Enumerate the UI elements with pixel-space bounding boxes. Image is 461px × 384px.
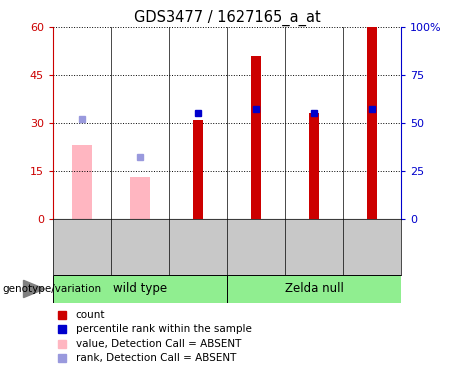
Bar [53, 275, 227, 303]
Polygon shape [24, 280, 44, 298]
Text: rank, Detection Call = ABSENT: rank, Detection Call = ABSENT [76, 353, 236, 363]
Text: Zelda null: Zelda null [284, 283, 343, 295]
Title: GDS3477 / 1627165_a_at: GDS3477 / 1627165_a_at [134, 9, 320, 25]
Text: wild type: wild type [113, 283, 167, 295]
Bar [227, 275, 401, 303]
Text: genotype/variation: genotype/variation [2, 284, 101, 294]
Text: value, Detection Call = ABSENT: value, Detection Call = ABSENT [76, 339, 241, 349]
Bar [193, 120, 203, 219]
Bar [251, 56, 261, 219]
Bar [72, 145, 92, 219]
Text: percentile rank within the sample: percentile rank within the sample [76, 324, 252, 334]
Bar [309, 113, 319, 219]
Bar [367, 27, 377, 219]
Bar [130, 177, 150, 219]
Text: count: count [76, 310, 105, 320]
